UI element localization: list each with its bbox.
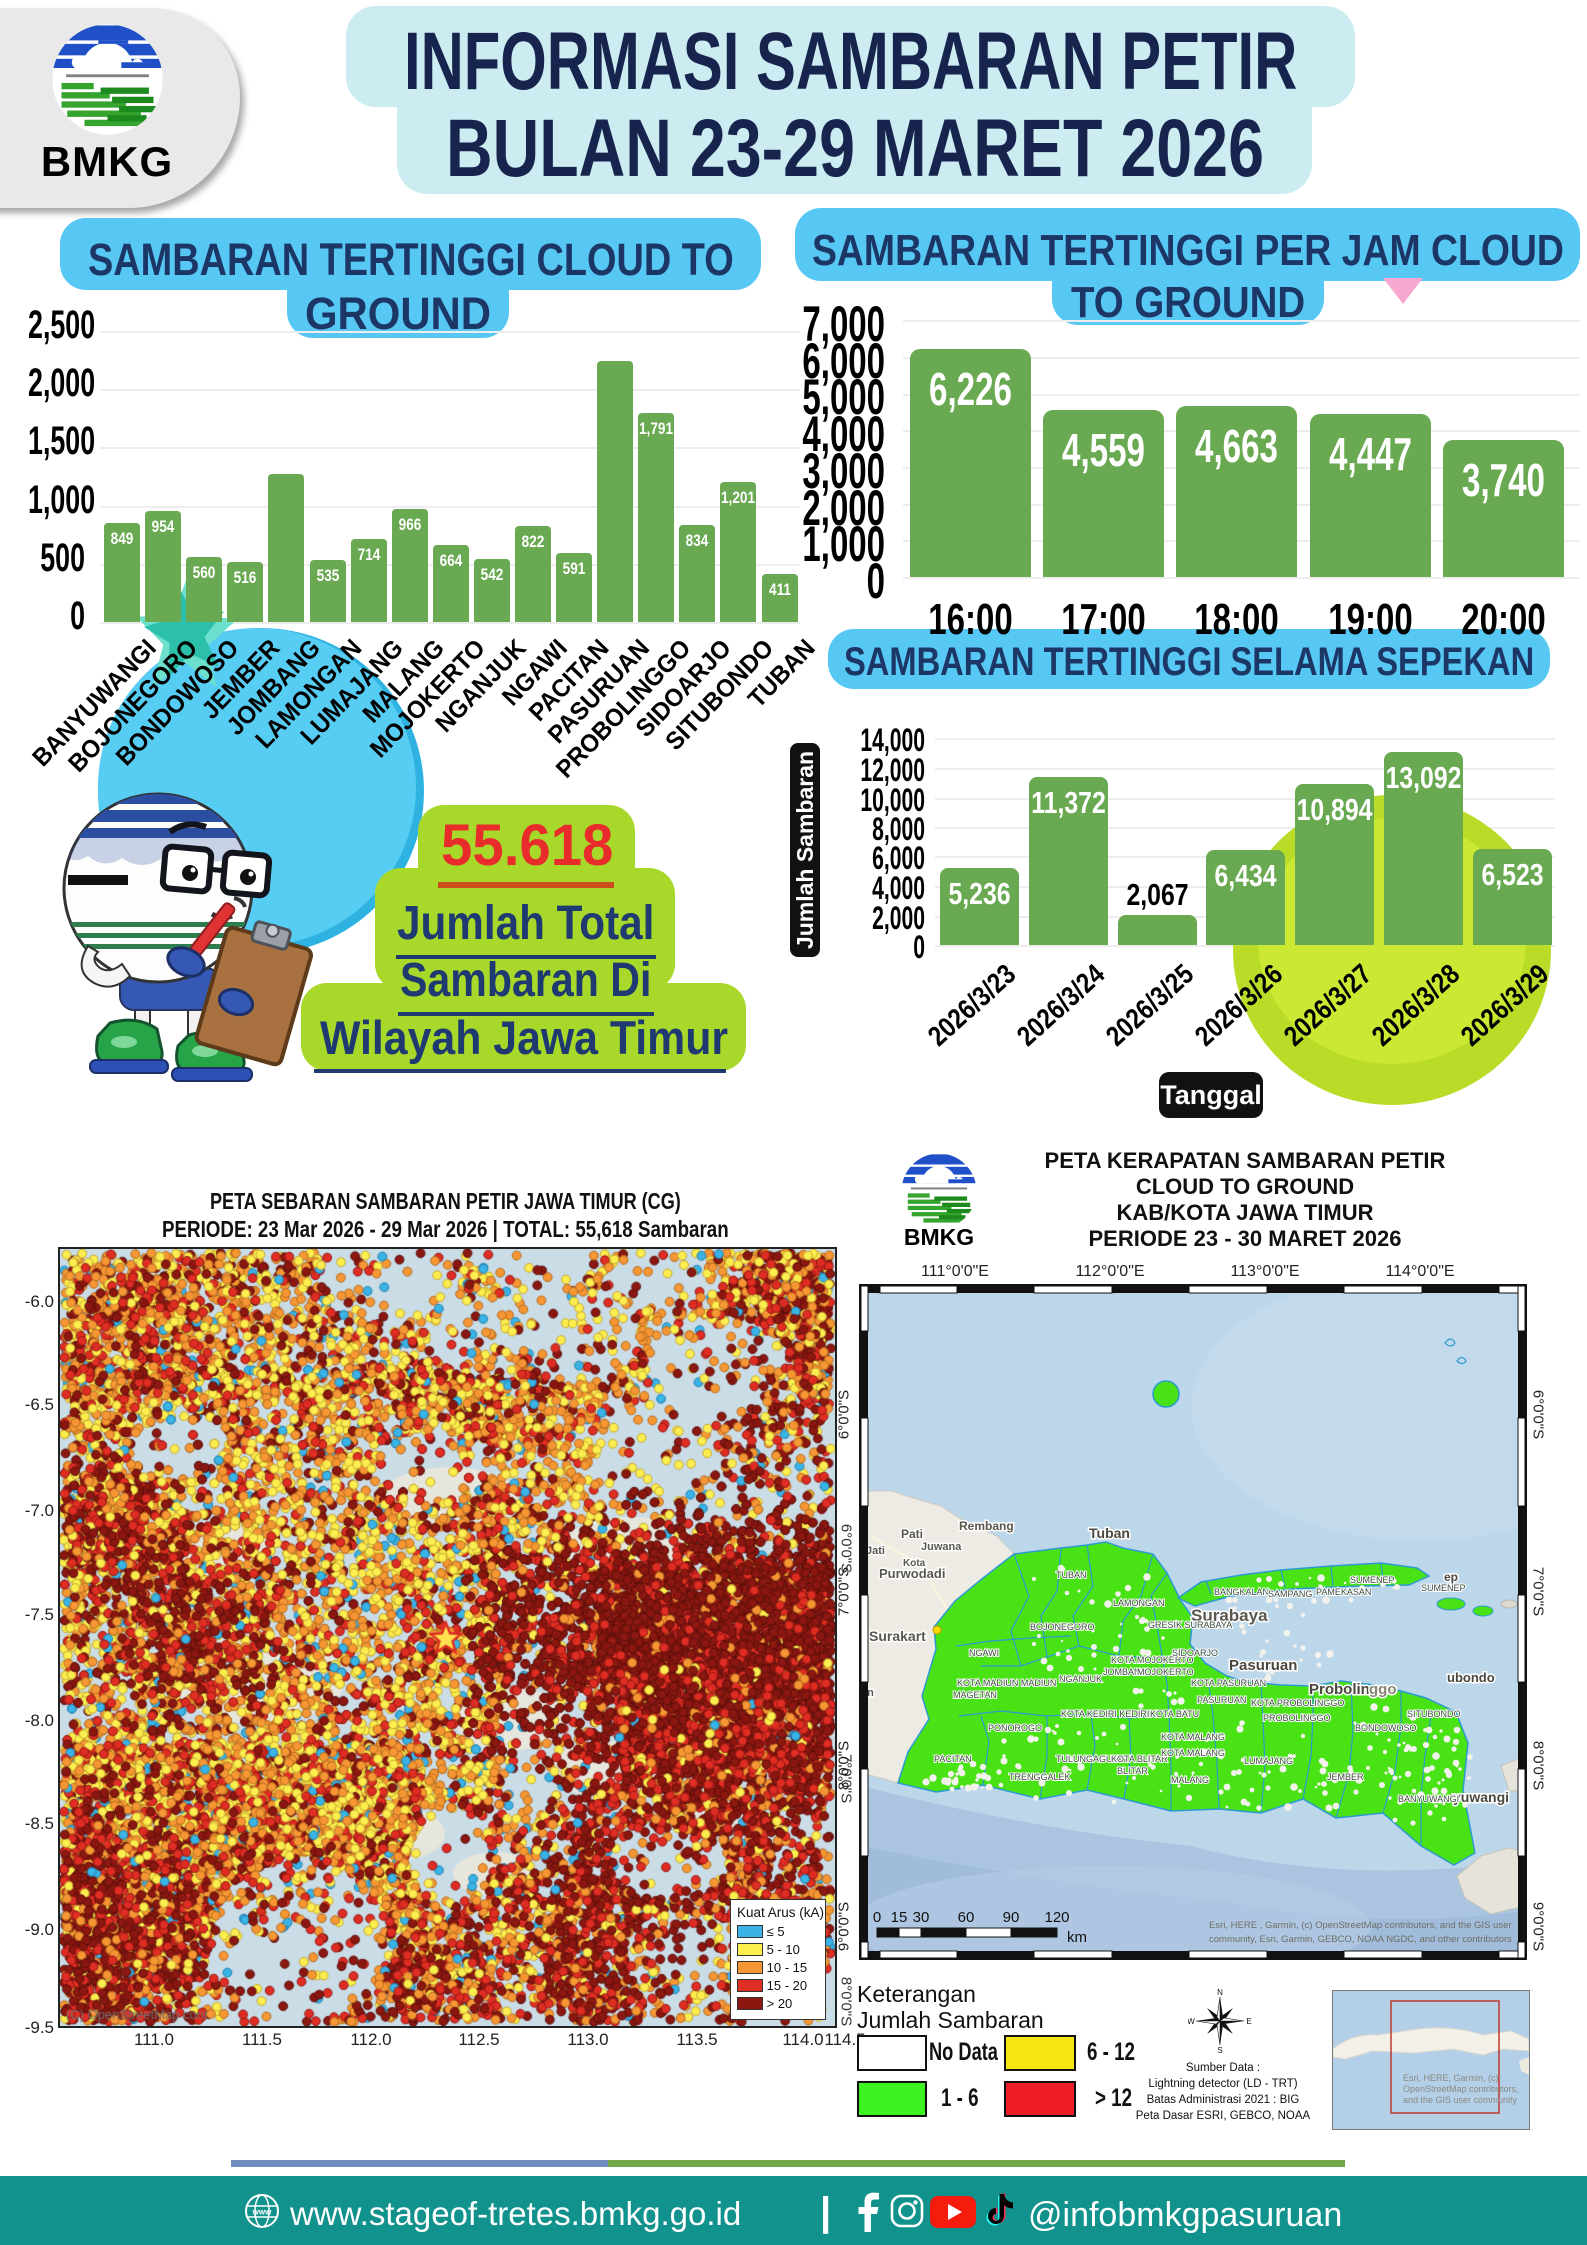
svg-text:BANGKALAN: BANGKALAN bbox=[1214, 1587, 1269, 1597]
svg-text:PAMEKASAN: PAMEKASAN bbox=[1316, 1587, 1371, 1597]
svg-text:PACITAN: PACITAN bbox=[934, 1754, 972, 1764]
svg-text:Esri, HERE , Garmin, (c) OpenS: Esri, HERE , Garmin, (c) OpenStreetMap c… bbox=[1209, 1920, 1512, 1931]
svg-text:ep: ep bbox=[1444, 1570, 1458, 1584]
svg-text:KOTA MALANG: KOTA MALANG bbox=[1161, 1748, 1225, 1758]
svg-text:SITUBONDO: SITUBONDO bbox=[1407, 1709, 1461, 1719]
svg-text:KOTA KEDIRI KEDIRI: KOTA KEDIRI KEDIRI bbox=[1061, 1709, 1149, 1719]
svg-text:BONDOWOSO: BONDOWOSO bbox=[1355, 1723, 1417, 1733]
svg-text:MOJOKERTO: MOJOKERTO bbox=[1137, 1667, 1194, 1677]
svg-text:KOTA MALANG: KOTA MALANG bbox=[1161, 1732, 1225, 1742]
svg-text:15: 15 bbox=[891, 1909, 908, 1926]
svg-text:KOTA BLITAR: KOTA BLITAR bbox=[1111, 1754, 1168, 1764]
svg-text:Esri, HERE, Garmin, (c): Esri, HERE, Garmin, (c) bbox=[1403, 2073, 1499, 2083]
svg-text:community, Esri, Garmin, GEBCO: community, Esri, Garmin, GEBCO, NOAA NGD… bbox=[1209, 1934, 1512, 1945]
svg-text:0: 0 bbox=[873, 1909, 881, 1926]
svg-text:KOTA PROBOLINGGO: KOTA PROBOLINGGO bbox=[1251, 1698, 1344, 1708]
svg-text:km: km bbox=[1067, 1929, 1087, 1946]
svg-text:TULUNGAGUNG: TULUNGAGUNG bbox=[1056, 1754, 1126, 1764]
svg-text:PASURUAN: PASURUAN bbox=[1197, 1695, 1246, 1705]
svg-text:LAMONGAN: LAMONGAN bbox=[1113, 1598, 1165, 1608]
svg-text:SAMPANG: SAMPANG bbox=[1268, 1589, 1312, 1599]
svg-text:KOTA PASURUAN: KOTA PASURUAN bbox=[1191, 1678, 1266, 1688]
svg-text:Tuban: Tuban bbox=[1089, 1525, 1130, 1541]
svg-text:60: 60 bbox=[958, 1909, 975, 1926]
svg-text:www: www bbox=[252, 2208, 272, 2217]
svg-text:BOJONEGORO: BOJONEGORO bbox=[1030, 1622, 1095, 1632]
svg-text:Purwodadi: Purwodadi bbox=[879, 1566, 945, 1581]
svg-text:120: 120 bbox=[1044, 1909, 1069, 1926]
svg-text:BANYUWANGI: BANYUWANGI bbox=[1398, 1794, 1459, 1804]
svg-text:Kota: Kota bbox=[903, 1558, 926, 1569]
svg-text:Surakart: Surakart bbox=[869, 1628, 926, 1644]
svg-text:Jati: Jati bbox=[866, 1545, 885, 1557]
svg-text:30: 30 bbox=[913, 1909, 930, 1926]
svg-text:TRENGGALEK: TRENGGALEK bbox=[1009, 1772, 1071, 1782]
svg-text:LUMAJANG: LUMAJANG bbox=[1244, 1756, 1293, 1766]
svg-text:Probolin: Probolin bbox=[1309, 1681, 1370, 1698]
svg-text:Pasuruan: Pasuruan bbox=[1229, 1657, 1297, 1674]
svg-text:yuwangi: yuwangi bbox=[1453, 1789, 1509, 1805]
svg-text:SUMENEP: SUMENEP bbox=[1421, 1583, 1466, 1593]
svg-text:JOMBANG: JOMBANG bbox=[1103, 1667, 1148, 1677]
svg-text:NGAWI: NGAWI bbox=[969, 1648, 999, 1658]
svg-text:PONOROGO: PONOROGO bbox=[988, 1723, 1042, 1733]
svg-text:S: S bbox=[1217, 2046, 1222, 2055]
svg-text:KOTA BATU: KOTA BATU bbox=[1150, 1709, 1199, 1719]
svg-text:KOTA MOJOKERTO: KOTA MOJOKERTO bbox=[1111, 1655, 1194, 1665]
svg-text:GRESIK SURABAYA: GRESIK SURABAYA bbox=[1148, 1620, 1232, 1630]
svg-text:JEMBER: JEMBER bbox=[1327, 1772, 1364, 1782]
svg-text:SUMENEP: SUMENEP bbox=[1350, 1575, 1395, 1585]
svg-text:OpenStreetMap contributors,: OpenStreetMap contributors, bbox=[1403, 2084, 1519, 2094]
svg-text:MAGETAN: MAGETAN bbox=[953, 1690, 997, 1700]
svg-text:BLITAR: BLITAR bbox=[1117, 1766, 1148, 1776]
svg-text:TUBAN: TUBAN bbox=[1056, 1570, 1087, 1580]
svg-text:90: 90 bbox=[1003, 1909, 1020, 1926]
svg-text:Juwana: Juwana bbox=[921, 1541, 962, 1553]
svg-text:MALANG: MALANG bbox=[1171, 1775, 1209, 1785]
svg-text:ubondo: ubondo bbox=[1447, 1670, 1495, 1685]
svg-text:PROBOLINGGO: PROBOLINGGO bbox=[1263, 1713, 1331, 1723]
svg-text:Surabaya: Surabaya bbox=[1191, 1606, 1268, 1625]
svg-text:and the GIS user community: and the GIS user community bbox=[1403, 2095, 1518, 2105]
svg-text:E: E bbox=[1246, 2017, 1251, 2026]
svg-text:SIDOARJO: SIDOARJO bbox=[1172, 1648, 1218, 1658]
svg-text:Rembang: Rembang bbox=[959, 1519, 1014, 1533]
svg-text:NGANJUK: NGANJUK bbox=[1059, 1674, 1102, 1684]
svg-text:W: W bbox=[1188, 2017, 1195, 2026]
svg-text:Pati: Pati bbox=[901, 1527, 923, 1541]
svg-text:N: N bbox=[1217, 1988, 1223, 1997]
svg-text:KOTA MADIUN MADIUN: KOTA MADIUN MADIUN bbox=[957, 1678, 1056, 1688]
svg-text:ggo: ggo bbox=[1369, 1681, 1397, 1698]
